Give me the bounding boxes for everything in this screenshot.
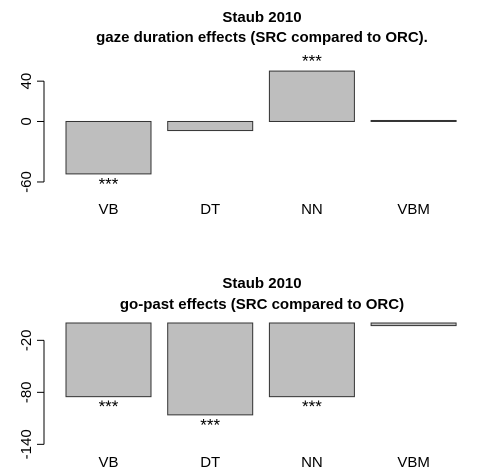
x-tick-label: VB (98, 201, 118, 218)
bar (268, 322, 355, 398)
bar (167, 322, 254, 416)
x-tick-label: DT (200, 201, 220, 218)
x-tick-label: NN (301, 201, 323, 218)
y-tick-label: -140 (18, 429, 35, 459)
y-tick-label: -80 (18, 381, 35, 403)
bar (65, 322, 152, 398)
bar (268, 70, 355, 122)
x-tick-label: VBM (397, 454, 430, 471)
annotation: *** (302, 397, 322, 416)
x-tick-label: NN (301, 454, 323, 471)
chart-subtitle: go-past effects (SRC compared to ORC) (120, 296, 404, 313)
y-tick-label: 40 (18, 73, 35, 90)
chart-title: Staub 2010 (222, 9, 301, 26)
annotation: *** (99, 174, 119, 193)
annotation: *** (99, 397, 119, 416)
annotation: *** (302, 52, 322, 71)
y-tick-label: -20 (18, 329, 35, 351)
x-tick-label: DT (200, 454, 220, 471)
bar (167, 120, 254, 132)
y-tick-label: 0 (18, 117, 35, 125)
chart-title: Staub 2010 (222, 275, 301, 292)
chart-subtitle: gaze duration effects (SRC compared to O… (96, 29, 428, 46)
bar (370, 119, 457, 122)
x-tick-label: VBM (397, 201, 430, 218)
bar (370, 322, 457, 327)
bar (65, 120, 152, 175)
x-tick-label: VB (98, 454, 118, 471)
y-tick-label: -60 (18, 171, 35, 193)
annotation: *** (200, 415, 220, 434)
